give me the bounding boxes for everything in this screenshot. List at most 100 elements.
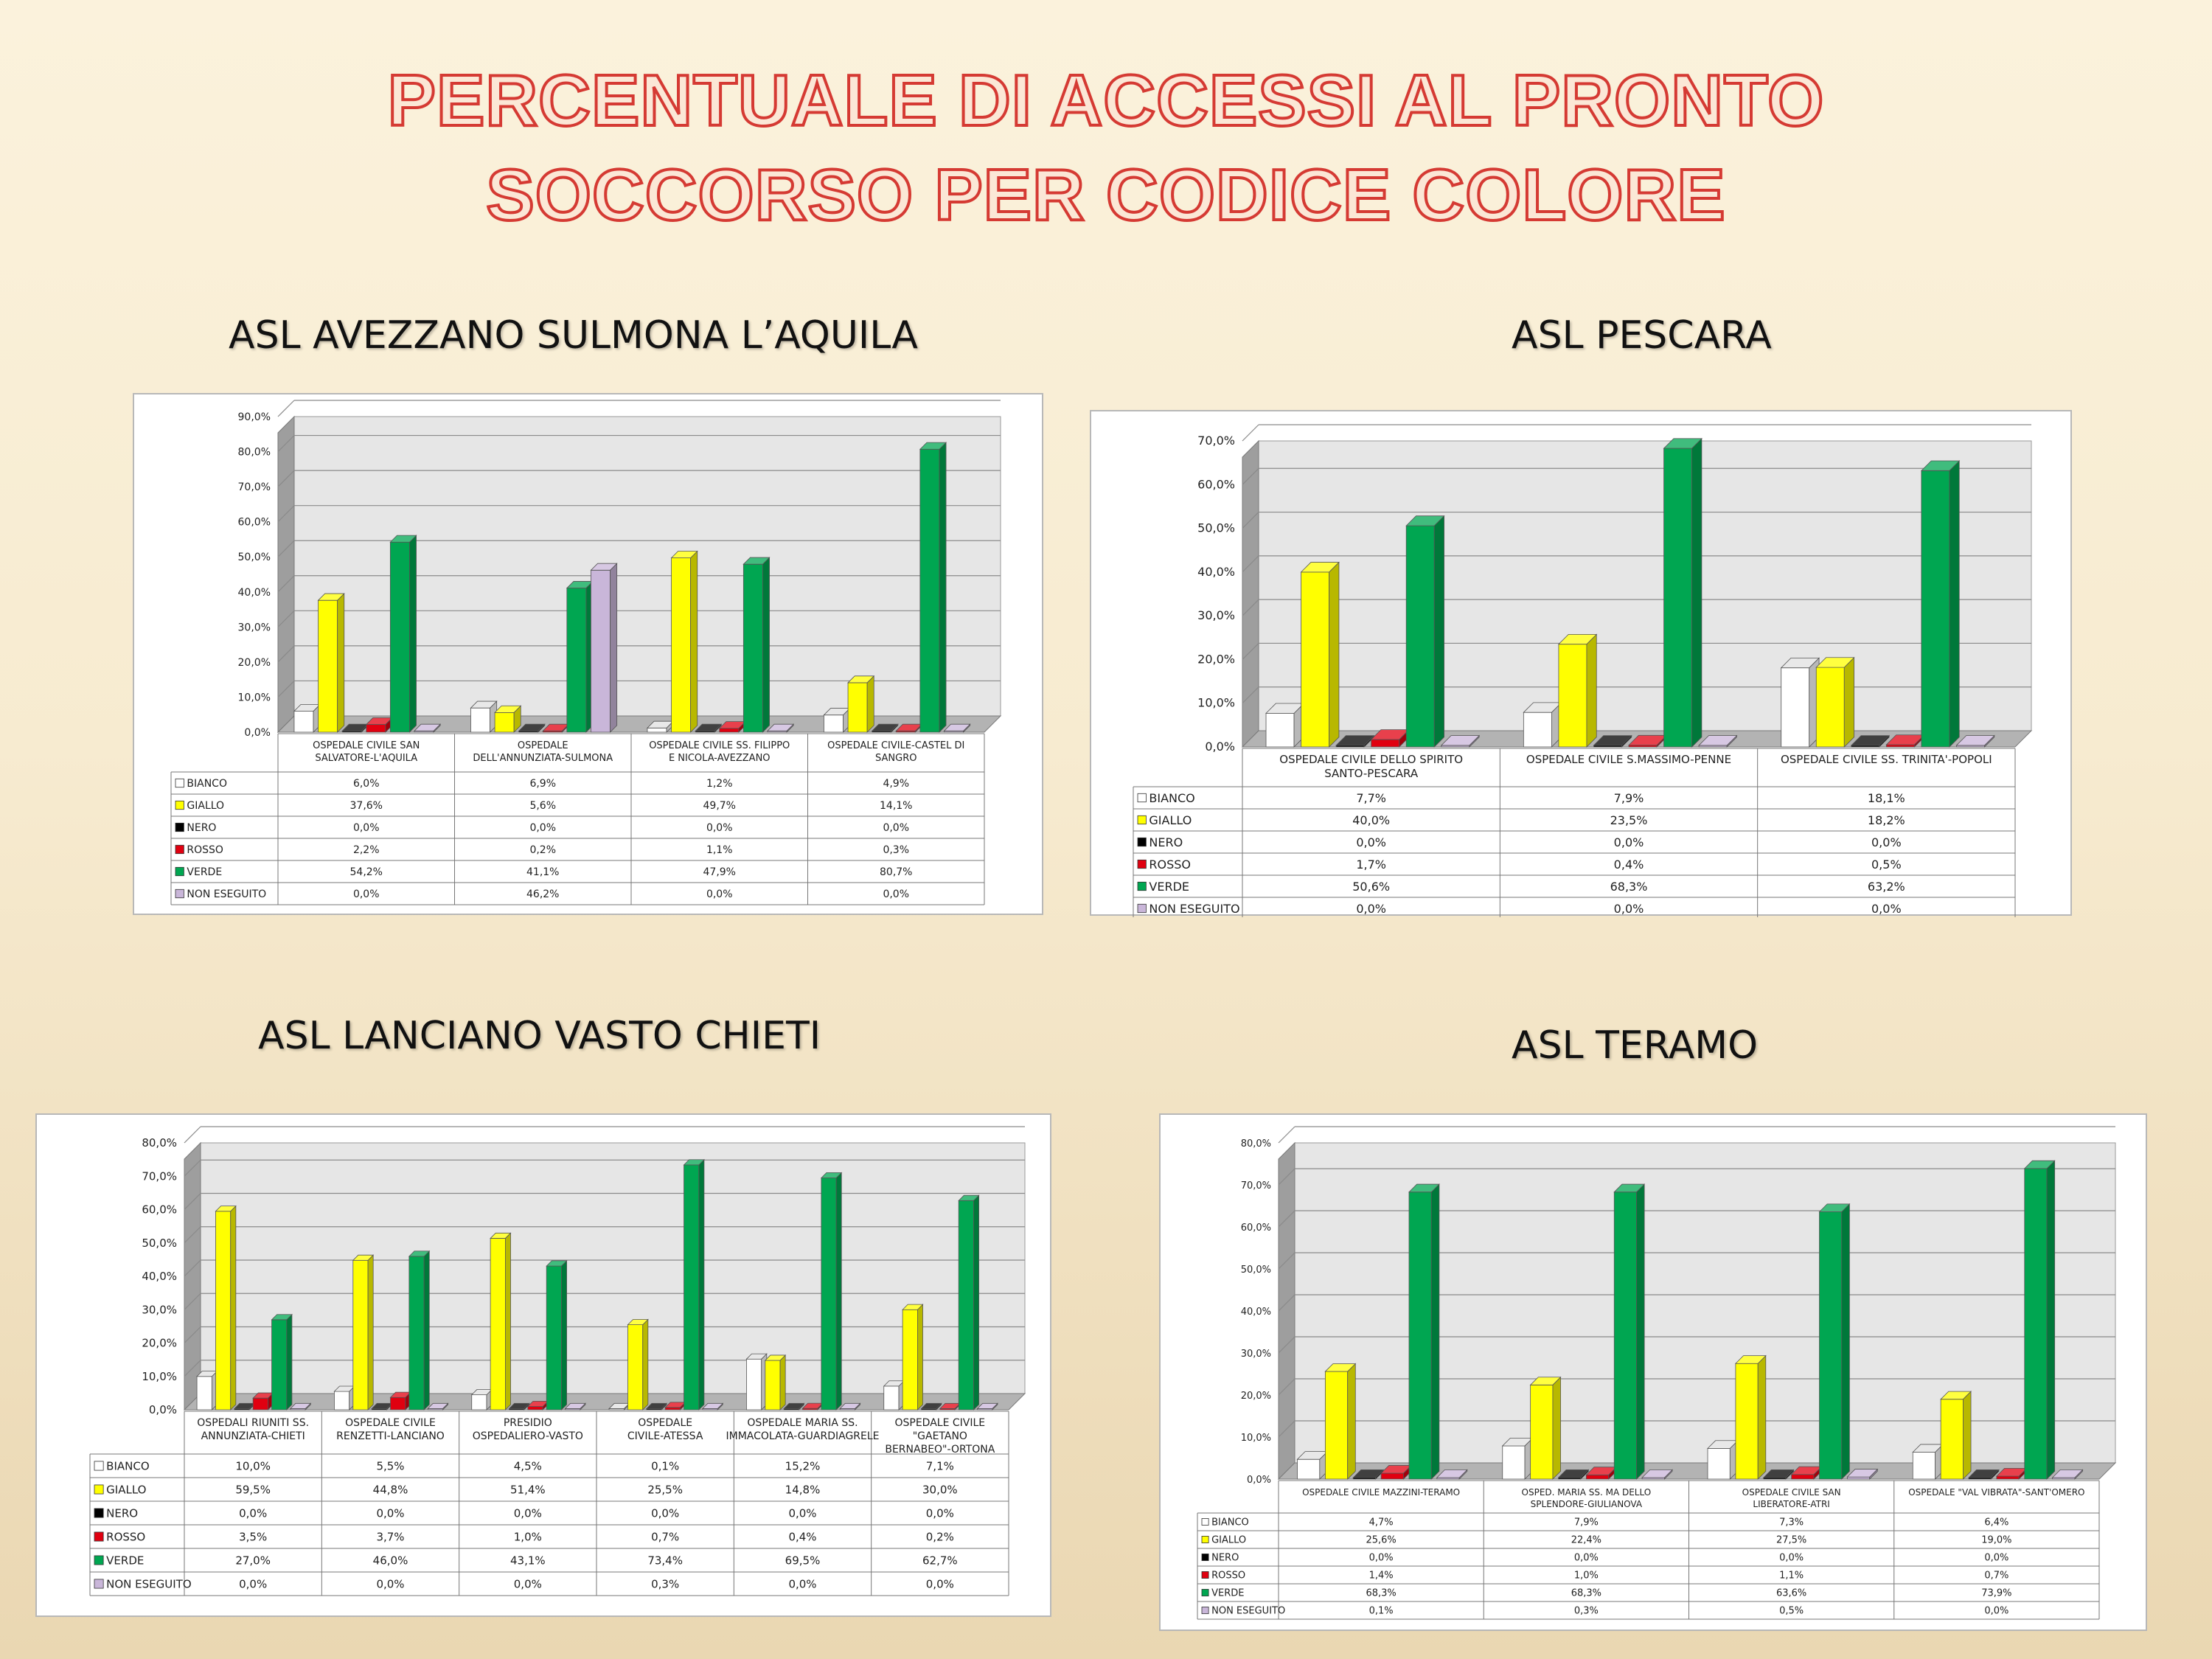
category-label: OSPEDALE — [638, 1417, 692, 1429]
bar-verde — [2023, 1160, 2056, 1480]
category-label: OSPEDALE CIVILE — [345, 1417, 436, 1429]
bar-nero — [1762, 1469, 1795, 1480]
bar-non-eseguito — [1436, 1469, 1468, 1480]
legend-swatch — [94, 1579, 104, 1589]
gridline-side — [1278, 1420, 1295, 1438]
bar-bianco — [1265, 703, 1305, 748]
y-tick-label: 30,0% — [1241, 1349, 1271, 1360]
y-tick-label: 50,0% — [238, 552, 271, 563]
bar-giallo — [494, 705, 522, 733]
legend-swatch — [175, 822, 184, 832]
y-tick-label: 70,0% — [1241, 1180, 1271, 1192]
gridline-side — [1242, 686, 1259, 704]
legend-swatch — [1201, 1554, 1209, 1561]
legend-entry: GIALLO — [187, 800, 224, 812]
data-label: 0,3% — [651, 1577, 679, 1590]
bar-nero — [1968, 1469, 2000, 1480]
gridline-side — [184, 1159, 201, 1177]
y-tick-label: 40,0% — [238, 587, 271, 599]
y-tick-label: 20,0% — [142, 1337, 177, 1350]
bar-bianco — [1523, 701, 1562, 748]
legend-swatch — [1137, 859, 1147, 869]
bar-verde — [820, 1172, 843, 1411]
bar-nero — [871, 723, 899, 733]
gridline-side — [184, 1193, 201, 1210]
bar-giallo — [764, 1354, 787, 1411]
y-tick-label: 40,0% — [1197, 565, 1235, 579]
bar-bianco — [470, 1388, 493, 1411]
y-tick-label: 80,0% — [238, 447, 271, 459]
bar-chart-1: 0,0% 10,0% 20,0% 30,0% 40,0% 50,0% 60,0% 70,0% 8… — [170, 400, 1002, 905]
bar-non-eseguito — [839, 1402, 861, 1411]
data-label: 0,1% — [1369, 1606, 1394, 1617]
bar-verde — [1818, 1203, 1851, 1480]
data-label: 37,6% — [350, 800, 383, 812]
bar-non-eseguito — [2051, 1469, 2084, 1480]
category-label: E NICOLA-AVEZZANO — [669, 753, 771, 764]
chart-side-wall — [277, 415, 295, 734]
data-label: 0,0% — [353, 822, 380, 834]
data-label: 40,0% — [1352, 813, 1390, 827]
data-label: 0,0% — [788, 1577, 816, 1590]
data-label: 0,0% — [376, 1577, 404, 1590]
data-label: 41,1% — [526, 866, 559, 878]
bar-verde — [1920, 460, 1961, 748]
bar-non-eseguito — [413, 723, 442, 733]
gridline-side — [1278, 1378, 1295, 1396]
gridline-side — [1242, 424, 1259, 442]
data-label: 15,2% — [785, 1459, 821, 1472]
page-title: PERCENTUALE DI ACCESSI AL PRONTO SOCCORS… — [0, 53, 2212, 242]
chart-panel-asl-pescara: 0,0% 10,0% 20,0% 30,0% 40,0% 50,0% 60,0% 70,0% O… — [1090, 410, 2072, 917]
bar-nero — [1593, 734, 1632, 748]
bar-nero — [920, 1402, 942, 1411]
y-tick-label: 60,0% — [1241, 1222, 1271, 1234]
bar-bianco — [1296, 1450, 1329, 1480]
legend-entry: VERDE — [106, 1554, 144, 1567]
data-label: 49,7% — [703, 800, 736, 812]
bar-giallo — [352, 1254, 375, 1411]
category-label: OSPEDALE "VAL VIBRATA"-SANT'OMERO — [1908, 1487, 2084, 1498]
legend-entry: VERDE — [187, 866, 222, 878]
gridline-side — [277, 681, 295, 698]
data-label: 0,4% — [1614, 858, 1644, 872]
legend-entry: VERDE — [1149, 880, 1189, 894]
bar-bianco — [646, 720, 675, 733]
gridline-side — [184, 1226, 201, 1244]
bar-nero — [695, 723, 723, 733]
data-label: 0,0% — [514, 1577, 542, 1590]
chart-panel-asl-lanciano: 0,0% 10,0% 20,0% 30,0% 40,0% 50,0% 60,0% 70,0% 8… — [35, 1113, 1051, 1617]
y-tick-label: 10,0% — [1241, 1433, 1271, 1444]
data-label: 7,1% — [926, 1459, 954, 1472]
gridline-side — [184, 1293, 201, 1310]
gridline-side — [1278, 1336, 1295, 1354]
data-label: 1,0% — [514, 1530, 542, 1543]
data-label: 0,2% — [926, 1530, 954, 1543]
legend-swatch — [94, 1461, 104, 1471]
y-tick-label: 0,0% — [1205, 740, 1235, 754]
data-label: 0,0% — [706, 888, 733, 900]
data-label: 4,7% — [1369, 1517, 1394, 1528]
gridline-side — [277, 540, 295, 557]
data-label: 51,4% — [510, 1483, 546, 1496]
category-label: PRESIDIO — [504, 1417, 552, 1429]
bar-bianco — [1912, 1443, 1944, 1480]
data-label: 7,9% — [1574, 1517, 1599, 1528]
bar-nero — [1850, 734, 1891, 748]
data-label: 7,7% — [1356, 791, 1386, 805]
legend-entry: NON ESEGUITO — [1211, 1606, 1285, 1617]
category-label: OSPED. MARIA SS. MA DELLO — [1522, 1487, 1652, 1498]
data-label: 25,5% — [647, 1483, 683, 1496]
bar-giallo — [215, 1205, 237, 1411]
bar-giallo — [627, 1318, 649, 1411]
data-label: 0,0% — [1871, 835, 1902, 849]
bar-nero — [1557, 1469, 1590, 1480]
legend-swatch — [94, 1555, 104, 1565]
data-label: 0,2% — [529, 844, 556, 856]
data-table: OSPEDALE CIVILE SAN SALVATORE-L'AQUILA OSP… — [170, 733, 985, 905]
legend-entry: BIANCO — [106, 1459, 149, 1472]
data-label: 6,9% — [529, 778, 556, 790]
legend-swatch — [1201, 1571, 1209, 1579]
bar-nero — [508, 1402, 530, 1411]
data-label: 10,0% — [235, 1459, 271, 1472]
bar-rosso — [252, 1392, 274, 1411]
